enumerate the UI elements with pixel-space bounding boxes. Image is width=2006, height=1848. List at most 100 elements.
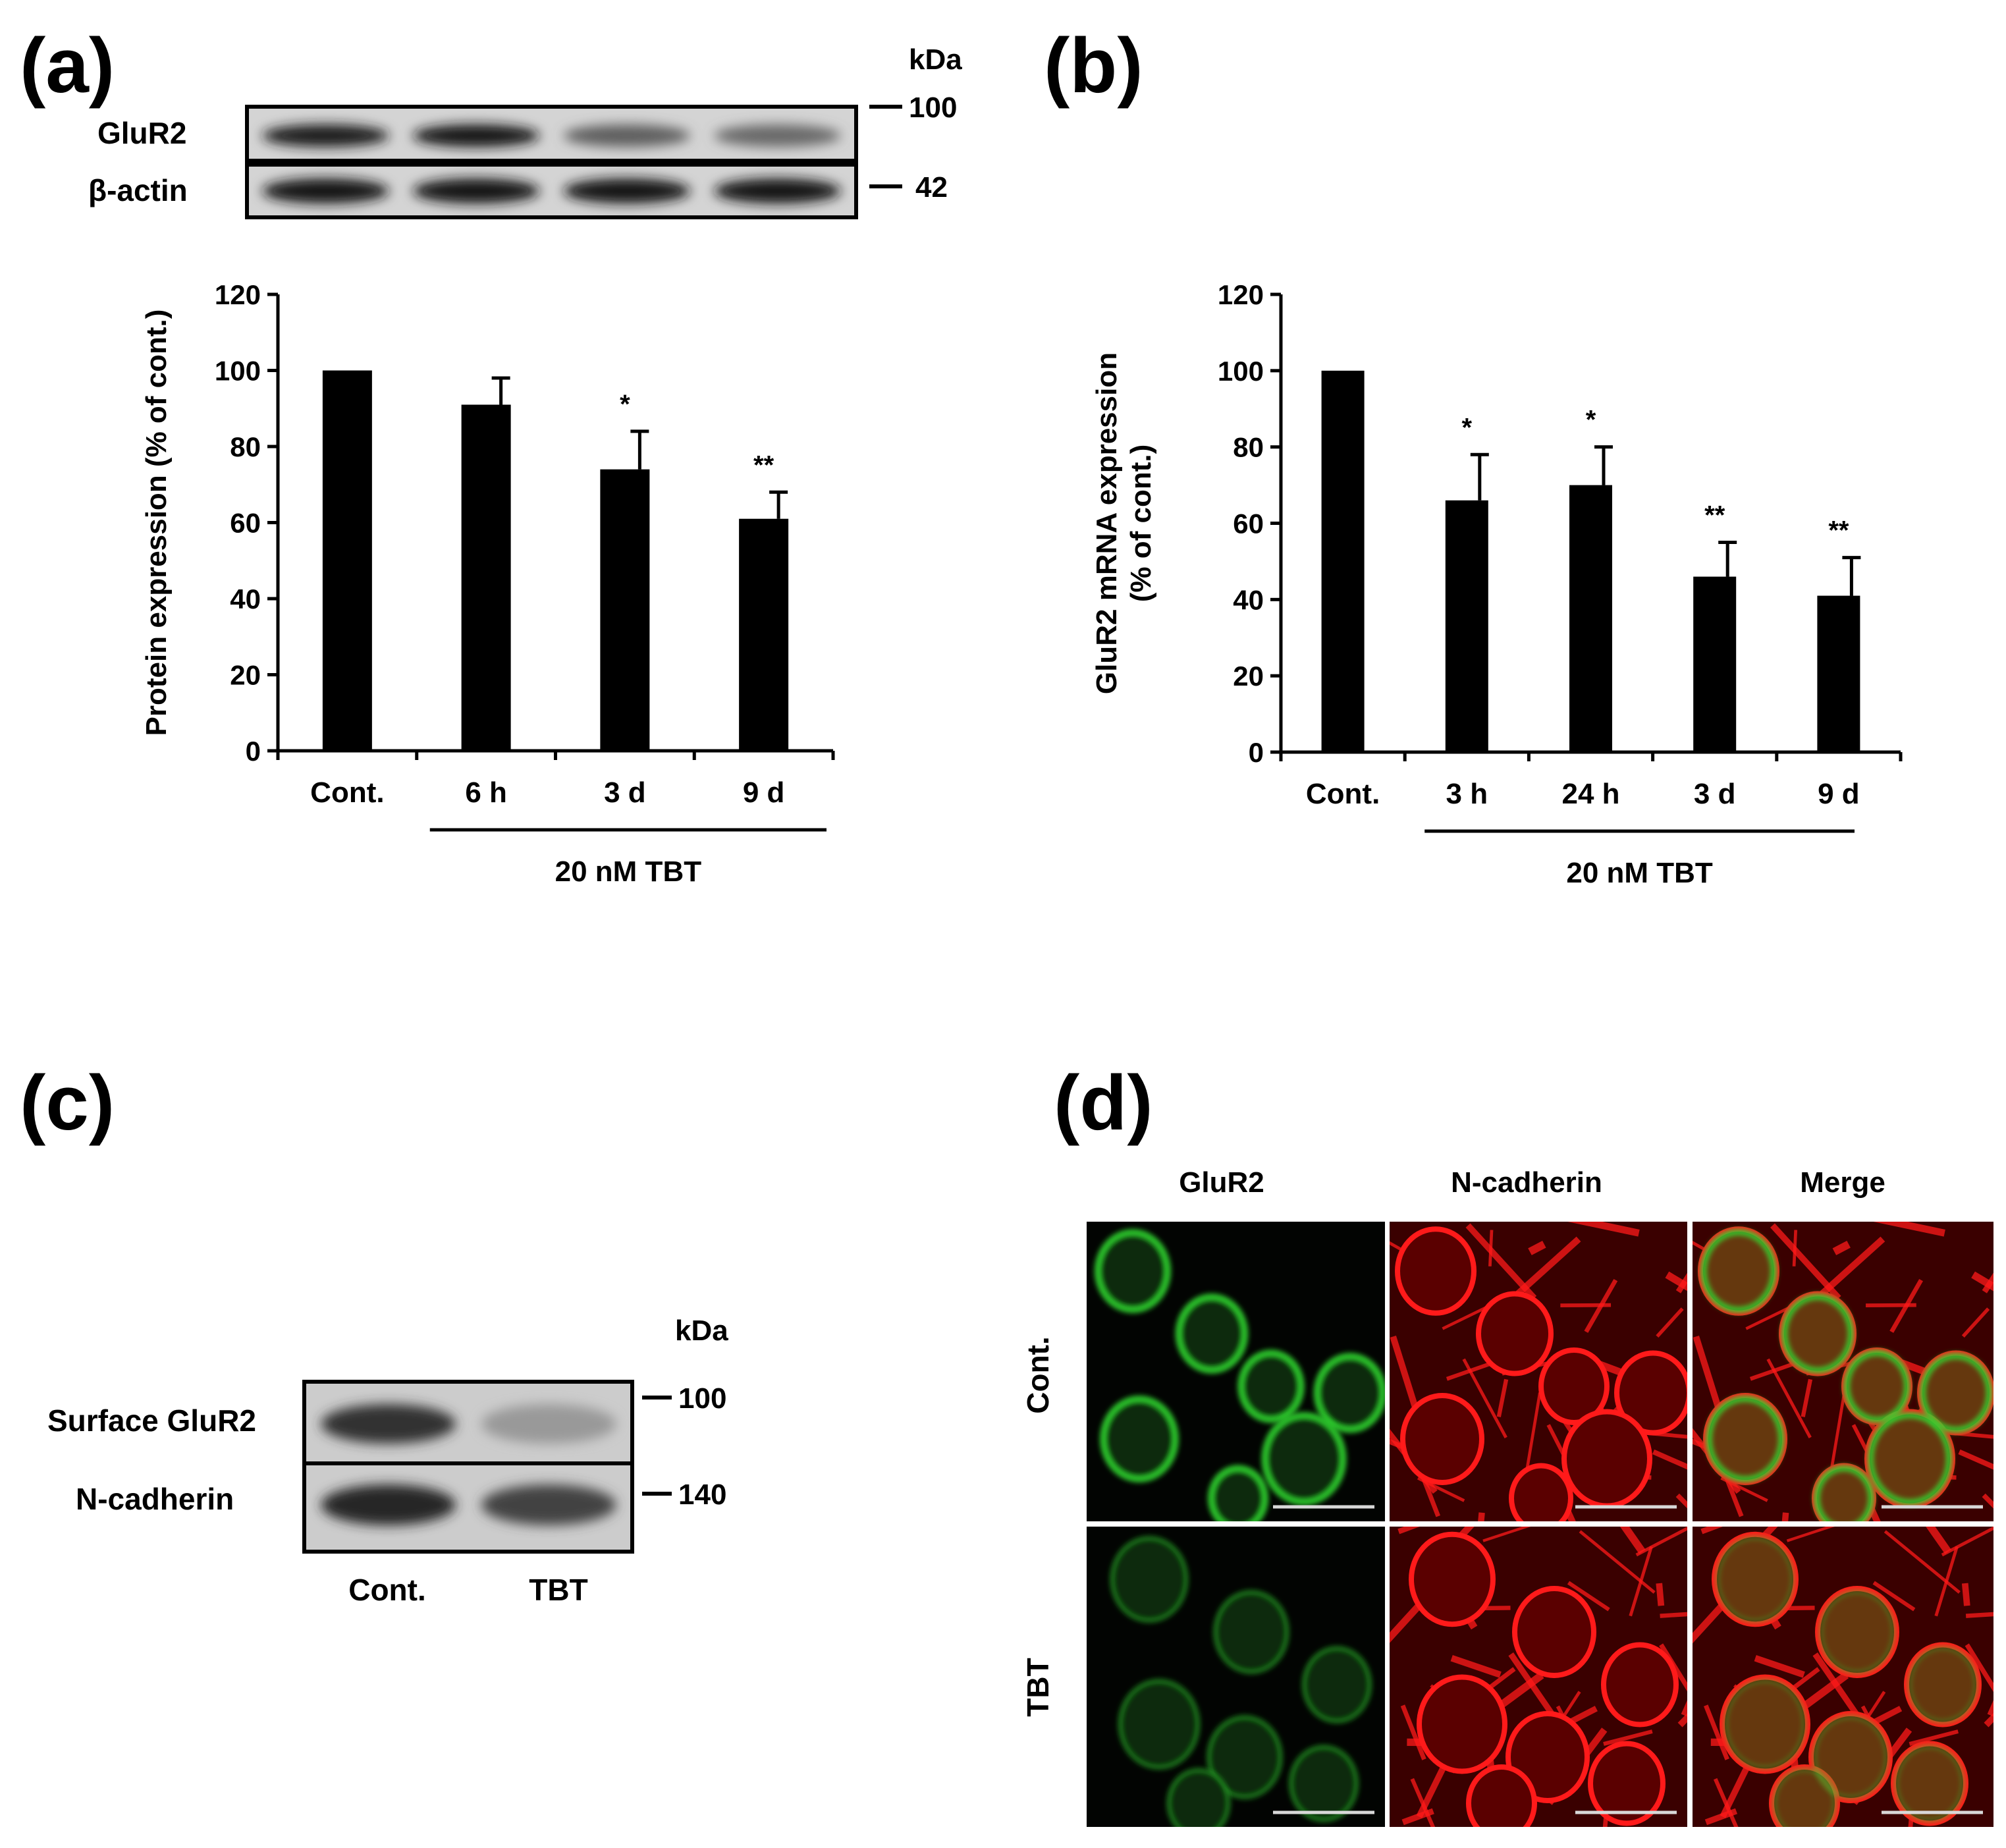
ncadherin-process [1446, 1361, 1493, 1381]
gluR2-stained-cell [1095, 1229, 1171, 1313]
ncadherin-process [1465, 1223, 1537, 1301]
chart-a-bar [600, 469, 650, 751]
ncadherin-process [1619, 1527, 1646, 1554]
chart-b-y-tick-label: 80 [1233, 432, 1264, 463]
gluR2-stained-cell [1313, 1353, 1385, 1433]
ncadherin-process [1961, 1307, 1990, 1338]
ncadherin-process [1390, 1602, 1423, 1643]
ncadherin-process [1829, 1392, 1846, 1473]
micrograph-content [1390, 1222, 1687, 1521]
chart-a-significance: ** [753, 450, 774, 479]
gluR2-stained-cell [1723, 1679, 1806, 1770]
ncadherin-process [1754, 1655, 1805, 1678]
gluR2-stained-cell [1814, 1465, 1874, 1521]
blot-a-actin-band [413, 178, 540, 204]
chart-b-bar [1445, 500, 1488, 752]
panel-b: (b) 0 20 40 60 80 100 120 Cont. * 3 h * 24 h ** 3 d **… [1044, 22, 1903, 889]
cell-body [1614, 1350, 1687, 1436]
chart-b-y-tick-label: 0 [1249, 737, 1264, 768]
ncadherin-process [1567, 1222, 1640, 1237]
blot-c-marker-140: 140 [678, 1479, 726, 1511]
chart-a-y-tick-label: 120 [215, 279, 261, 310]
chart-b-x-tick-label: 9 d [1818, 778, 1860, 810]
ncadherin-process [1656, 1307, 1684, 1338]
gluR2-stained-cell [1907, 1646, 1978, 1724]
cell-body [1400, 1393, 1484, 1485]
micrograph-grid [1087, 1222, 1993, 1827]
panel-a-blot: kDa GluR2 β-actin 100 42 [88, 43, 962, 219]
chart-b-x-tick-label: Cont. [1306, 778, 1380, 810]
blot-c-row-name-surface: Surface GluR2 [47, 1403, 256, 1438]
chart-a-y-tick-label: 100 [215, 356, 261, 387]
gluR2-stained-cell [1166, 1768, 1231, 1827]
panel-b-bar-chart: 0 20 40 60 80 100 120 Cont. * 3 h * 24 h ** 3 d ** 9 d 2… [1091, 279, 1903, 889]
blot-c-surface-band [321, 1404, 456, 1444]
ncadherin-process [1704, 1808, 1738, 1826]
gluR2-stained-cell [1175, 1293, 1249, 1374]
gluR2-stained-cell [1919, 1353, 1993, 1433]
chart-b-y-tick-label: 100 [1218, 356, 1264, 387]
chart-a-y-tick-label: 0 [246, 736, 261, 767]
chart-a-bar [322, 370, 372, 751]
panel-a: (a) kDa GluR2 β-actin 100 42 0 20 40 60 80 10… [20, 22, 962, 888]
ncadherin-process [1390, 1335, 1419, 1411]
cell-body [1417, 1674, 1507, 1774]
ncadherin-process [1958, 1449, 1993, 1470]
ncadherin-process [1401, 1808, 1434, 1826]
panel-d-col-gluR2: GluR2 [1179, 1166, 1264, 1199]
chart-a-y-tick-label: 80 [230, 431, 261, 462]
blot-a-gluR2-bands [262, 124, 841, 147]
gluR2-stained-cell [1706, 1396, 1785, 1482]
blot-a-row-name-actin: β-actin [88, 173, 188, 207]
chart-b-y-tick-label: 60 [1233, 508, 1264, 539]
micrograph-tbt-merge [1693, 1527, 1993, 1827]
ncadherin-process [1416, 1764, 1448, 1818]
cell-body [1409, 1531, 1496, 1627]
panel-a-label: (a) [20, 22, 115, 109]
gluR2-stained-cell [1208, 1465, 1268, 1521]
gluR2-stained-cell [1206, 1715, 1283, 1799]
chart-b-significance: * [1586, 406, 1596, 435]
ncadherin-process [1496, 1378, 1509, 1417]
ncadherin-process [1965, 1643, 1993, 1693]
gluR2-stained-cell [1261, 1412, 1347, 1506]
ncadherin-process [1629, 1546, 1653, 1617]
blot-c-ncadherin-band [481, 1484, 616, 1525]
ncadherin-process [1700, 1527, 1723, 1535]
chart-a-significance: * [620, 390, 630, 419]
blot-c-ncadherin-bands [321, 1484, 616, 1525]
micrograph-content [1095, 1229, 1385, 1521]
ncadherin-process [1482, 1527, 1531, 1542]
blot-c-lane-cont: Cont. [348, 1573, 426, 1607]
panel-d-col-merge: Merge [1800, 1166, 1885, 1199]
micrograph-cont-glur2 [1087, 1222, 1385, 1521]
chart-a-y-axis-label: Protein expression (% of cont.) [140, 310, 173, 736]
gluR2-stained-cell [1781, 1293, 1855, 1374]
chart-b-bar [1693, 576, 1737, 752]
cell-body [1509, 1463, 1573, 1521]
chart-b-y-axis-label: (% of cont.) [1125, 445, 1157, 603]
ncadherin-process [1786, 1527, 1835, 1542]
blot-a-actin-band [714, 178, 841, 204]
cell-body [1561, 1409, 1652, 1509]
gluR2-stained-cell [1700, 1229, 1777, 1313]
chart-a-x-tick-label: 6 h [465, 776, 507, 809]
ncadherin-process [1703, 1704, 1729, 1760]
blot-a-gluR2-band [714, 124, 841, 147]
gluR2-stained-cell [1110, 1536, 1189, 1623]
micrograph-content [1693, 1222, 1993, 1521]
chart-b-y-axis-label: GluR2 mRNA expression [1091, 352, 1123, 694]
ncadherin-process [1781, 1512, 1789, 1521]
chart-a-y-tick-label: 40 [230, 584, 261, 614]
ncadherin-process [1397, 1527, 1420, 1535]
panel-c: (c) kDa Surface GluR2 N-cadherin 100 140… [20, 1060, 728, 1607]
micrograph-content [1390, 1527, 1687, 1827]
ncadherin-process [1603, 1729, 1653, 1746]
chart-b-x-tick-label: 24 h [1561, 778, 1619, 810]
ncadherin-process [1720, 1764, 1751, 1818]
chart-b-significance: * [1462, 413, 1473, 442]
cell-body [1538, 1347, 1610, 1425]
ncadherin-process [1770, 1223, 1841, 1301]
micrograph-content [1110, 1536, 1372, 1827]
